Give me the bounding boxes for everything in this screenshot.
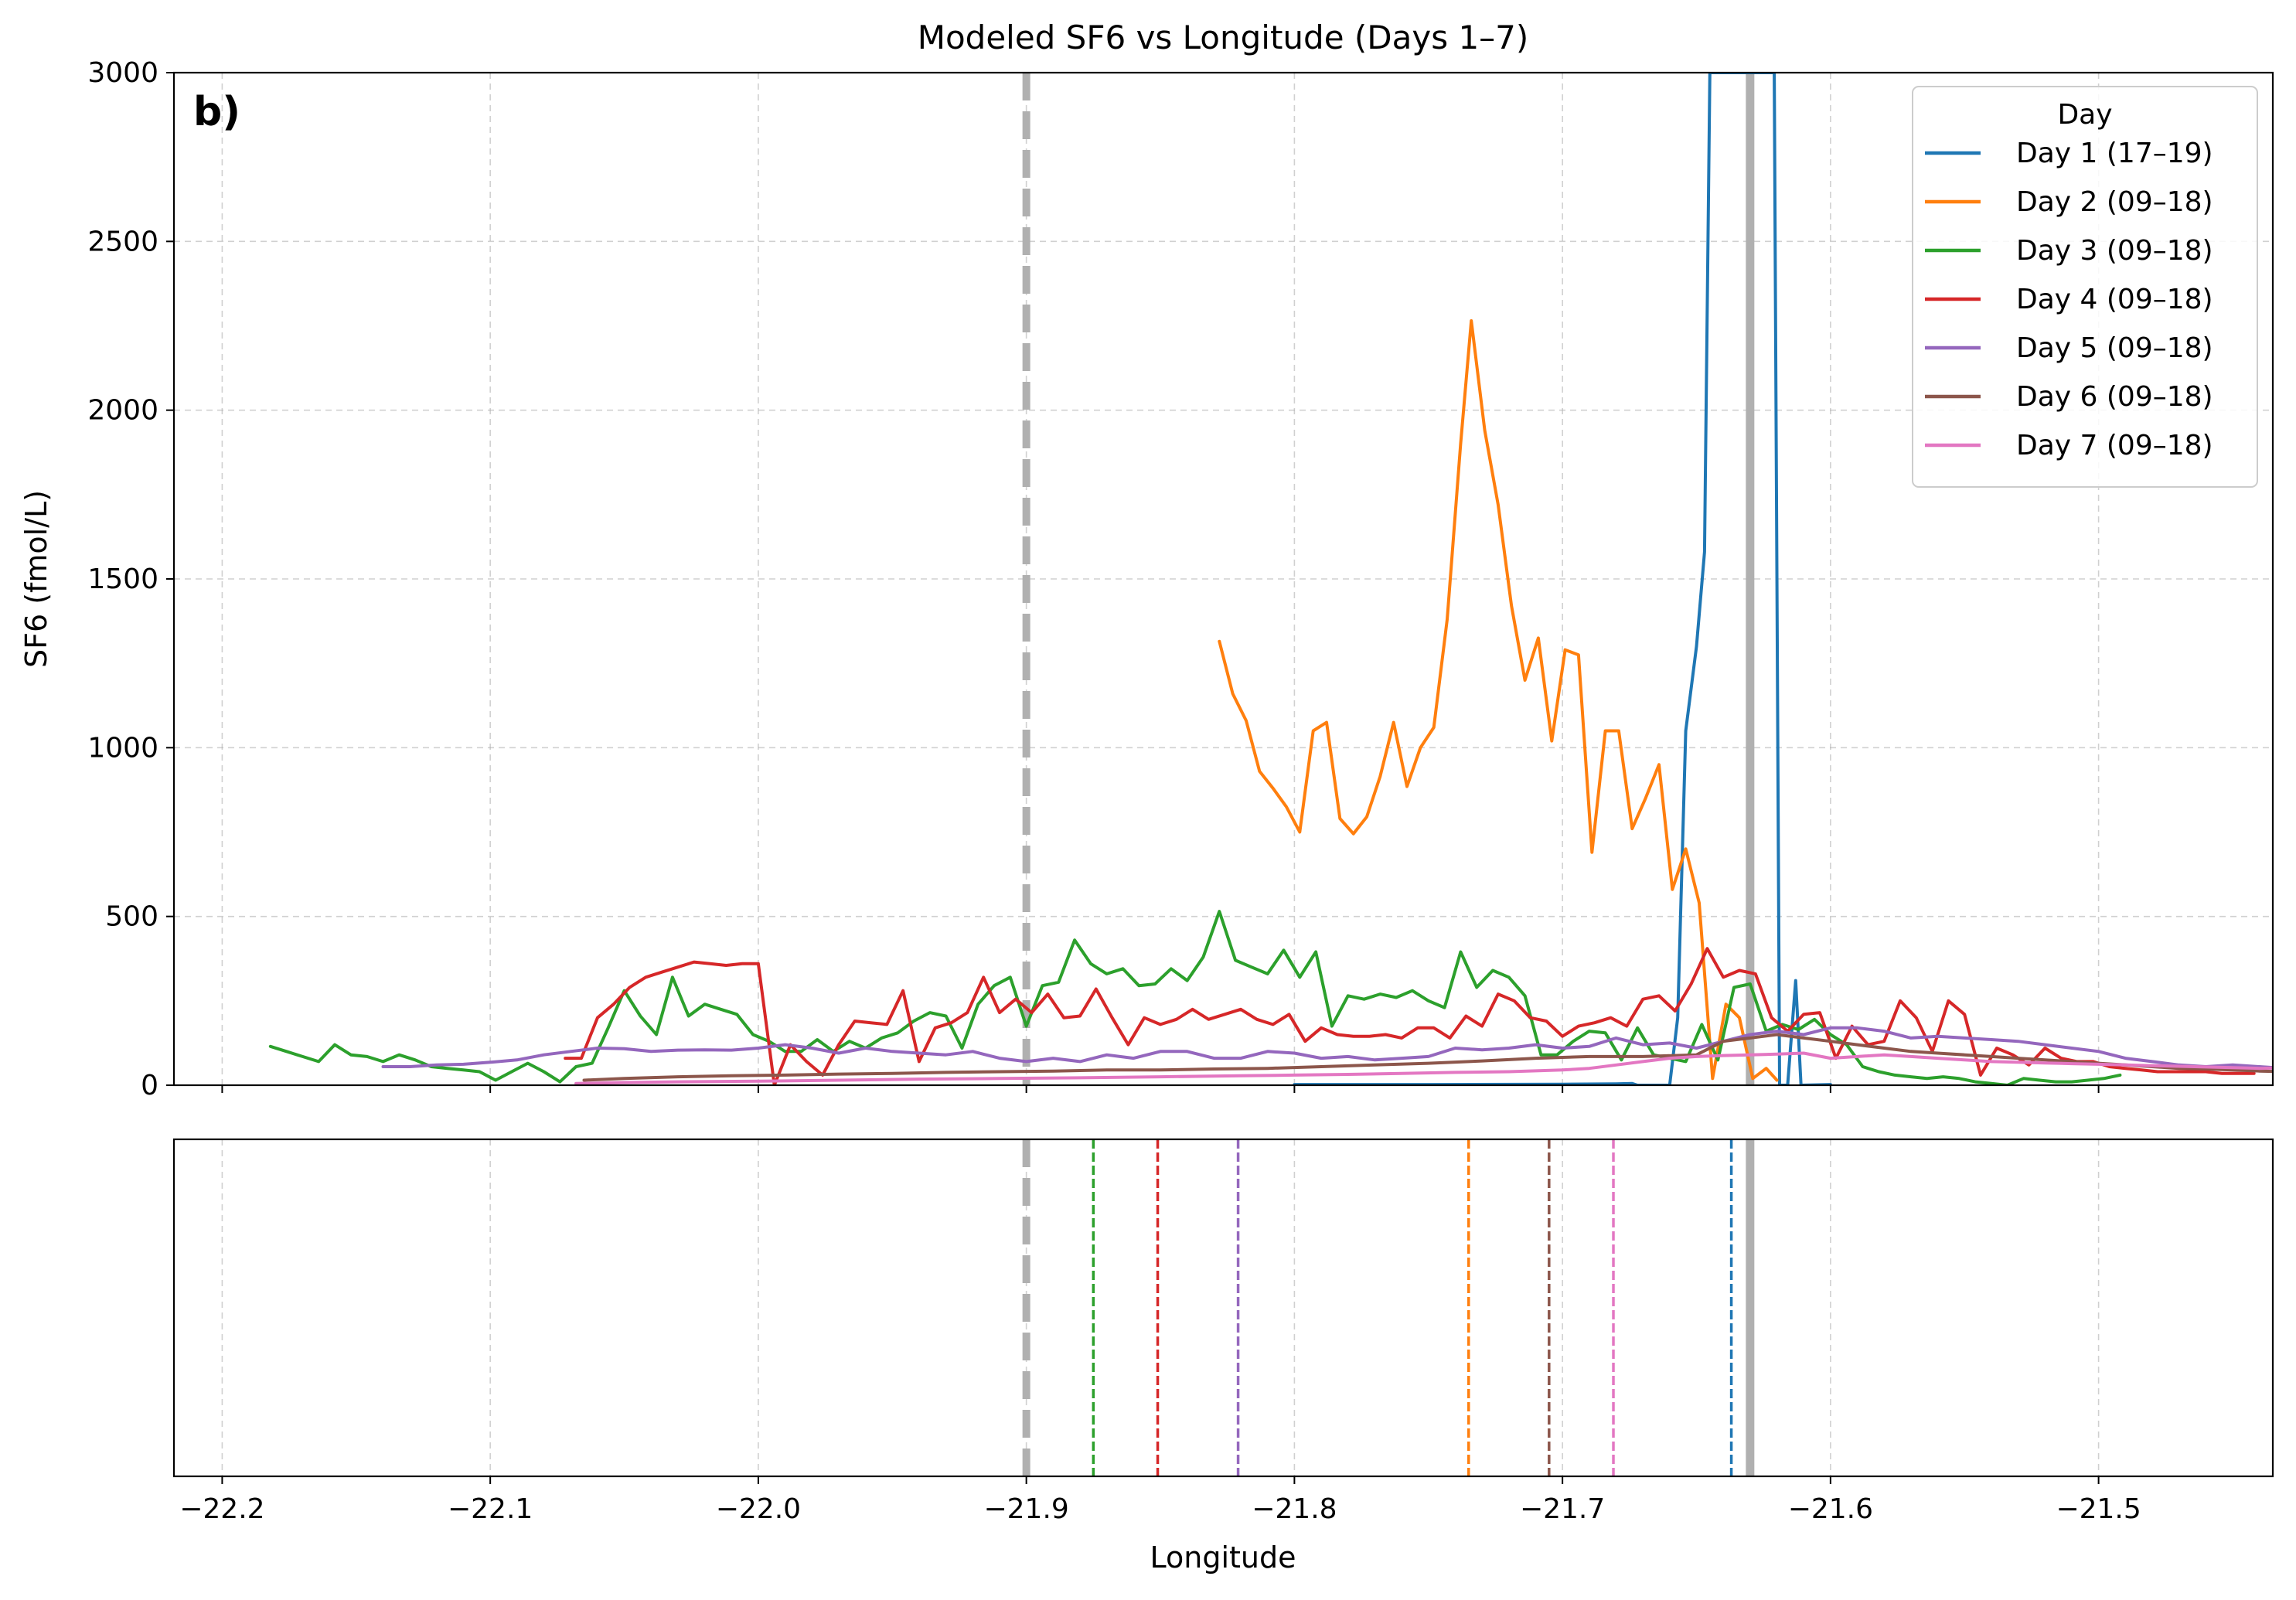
chart-title: Modeled SF6 vs Longitude (Days 1–7) (918, 19, 1529, 56)
legend-label-day-1: Day 1 (17–19) (2016, 138, 2213, 169)
series-line-day-4 (564, 947, 2256, 1085)
legend-entries: Day 1 (17–19) Day 2 (09–18) Day 3 (09–18) D… (1925, 138, 2213, 461)
legend-label-day-6: Day 6 (09–18) (2016, 381, 2213, 413)
series-line-day-3 (268, 910, 2122, 1085)
y-axis-label: SF6 (fmol/L) (19, 490, 53, 668)
x-tick-label: −22.0 (716, 1493, 801, 1525)
y-tick-label: 3000 (87, 57, 158, 89)
longitude-marker-panel: −22.2 −22.1 −22.0 −21.9 −21.8 −21.7 −21.6 −21.5… (172, 1085, 2274, 1574)
y-tick-label: 1000 (87, 732, 158, 764)
legend-label-day-4: Day 4 (09–18) (2016, 284, 2213, 315)
legend: Day Day 1 (17–19) Day 2 (09–18) Day 3 (09–… (1912, 86, 2258, 488)
sf6-line-panel: 0 500 1000 1500 2000 2500 3000 b) SF6 (fmol/L) (19, 57, 2274, 1101)
day-longitude-markers (1092, 1139, 1733, 1476)
series-lines (268, 73, 2273, 1085)
x-tick-label: −22.1 (448, 1493, 533, 1525)
legend-label-day-2: Day 2 (09–18) (2016, 186, 2213, 218)
legend-label-day-3: Day 3 (09–18) (2016, 235, 2213, 267)
y-tick-label: 0 (141, 1070, 158, 1101)
x-axis-ticks: −22.2 −22.1 −22.0 −21.9 −21.8 −21.7 −21.6 −21.5 (179, 1085, 2141, 1525)
series-line-day-5 (381, 1026, 2273, 1070)
x-tick-label: −21.8 (1252, 1493, 1337, 1525)
x-tick-label: −21.5 (2056, 1493, 2141, 1525)
legend-label-day-5: Day 5 (09–18) (2016, 332, 2213, 364)
legend-box (1912, 86, 2258, 488)
x-tick-label: −21.7 (1520, 1493, 1605, 1525)
x-tick-label: −21.6 (1788, 1493, 1873, 1525)
y-tick-label: 2000 (87, 395, 158, 427)
x-tick-label: −21.9 (983, 1493, 1068, 1525)
bottom-panel-reference-lines (1022, 1139, 1755, 1476)
y-axis-ticks: 0 500 1000 1500 2000 2500 3000 (87, 57, 174, 1101)
series-line-day-2 (1218, 319, 1779, 1082)
y-tick-label: 500 (105, 901, 158, 933)
x-tick-label: −22.2 (179, 1493, 264, 1525)
legend-label-day-7: Day 7 (09–18) (2016, 430, 2213, 461)
top-panel-reference-lines (1022, 73, 1755, 1085)
legend-title: Day (2057, 99, 2112, 131)
bottom-panel-frame (172, 1138, 2274, 1478)
y-tick-label: 1500 (87, 563, 158, 595)
panel-label: b) (193, 89, 240, 135)
x-axis-label: Longitude (1150, 1540, 1296, 1574)
series-line-day-6 (582, 1033, 2273, 1082)
series-line-day-1 (1293, 73, 1832, 1085)
y-tick-label: 2500 (87, 226, 158, 257)
series-line-day-7 (574, 1051, 2273, 1085)
